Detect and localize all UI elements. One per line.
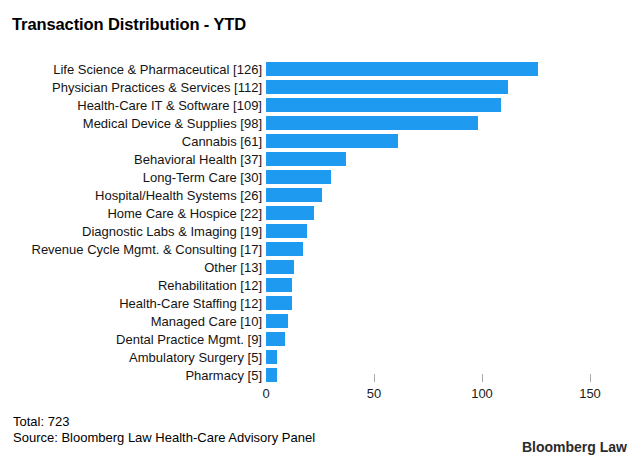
category-label: Life Science & Pharmaceutical [126] (0, 62, 262, 77)
bar (266, 152, 346, 166)
bar (266, 368, 277, 382)
chart-row: Rehabilitation [12] (0, 276, 633, 294)
bar (266, 188, 322, 202)
category-label: Dental Practice Mgmt. [9] (0, 332, 262, 347)
chart-row: Pharmacy [5] (0, 366, 633, 384)
chart-row: Cannabis [61] (0, 132, 633, 150)
category-label: Physician Practices & Services [112] (0, 80, 262, 95)
bar (266, 98, 501, 112)
category-label: Home Care & Hospice [22] (0, 206, 262, 221)
chart-row: Hospital/Health Systems [26] (0, 186, 633, 204)
chart-row: Medical Device & Supplies [98] (0, 114, 633, 132)
chart-row: Diagnostic Labs & Imaging [19] (0, 222, 633, 240)
bar (266, 224, 307, 238)
bar (266, 350, 277, 364)
bar (266, 80, 508, 94)
chart-row: Health-Care Staffing [12] (0, 294, 633, 312)
bar (266, 206, 314, 220)
bar-chart: Life Science & Pharmaceutical [126] Physi… (0, 60, 633, 384)
chart-row: Managed Care [10] (0, 312, 633, 330)
category-label: Health-Care Staffing [12] (0, 296, 262, 311)
x-axis: 0 50 100 150 (0, 384, 633, 406)
chart-row: Long-Term Care [30] (0, 168, 633, 186)
bloomberg-law-logo: Bloomberg Law (522, 439, 627, 455)
bar (266, 242, 303, 256)
category-label: Revenue Cycle Mgmt. & Consulting [17] (0, 242, 262, 257)
bar (266, 260, 294, 274)
chart-row: Behavioral Health [37] (0, 150, 633, 168)
category-label: Long-Term Care [30] (0, 170, 262, 185)
category-label: Cannabis [61] (0, 134, 262, 149)
bar (266, 314, 288, 328)
bar (266, 170, 331, 184)
bar (266, 296, 292, 310)
category-label: Managed Care [10] (0, 314, 262, 329)
category-label: Other [13] (0, 260, 262, 275)
bar (266, 134, 398, 148)
category-label: Ambulatory Surgery [5] (0, 350, 262, 365)
bar (266, 278, 292, 292)
category-label: Health-Care IT & Software [109] (0, 98, 262, 113)
category-label: Rehabilitation [12] (0, 278, 262, 293)
axis-tick-label: 0 (262, 386, 269, 401)
total-label: Total: 723 (13, 414, 315, 430)
category-label: Medical Device & Supplies [98] (0, 116, 262, 131)
bar (266, 62, 538, 76)
axis-tick-label: 100 (471, 386, 493, 401)
chart-row: Revenue Cycle Mgmt. & Consulting [17] (0, 240, 633, 258)
bar (266, 332, 285, 346)
axis-tick-label: 50 (367, 386, 381, 401)
chart-row: Other [13] (0, 258, 633, 276)
source-label: Source: Bloomberg Law Health-Care Adviso… (13, 430, 315, 446)
chart-row: Ambulatory Surgery [5] (0, 348, 633, 366)
bar (266, 116, 478, 130)
category-label: Pharmacy [5] (0, 368, 262, 383)
chart-row: Life Science & Pharmaceutical [126] (0, 60, 633, 78)
axis-tick-mark (482, 374, 483, 382)
category-label: Diagnostic Labs & Imaging [19] (0, 224, 262, 239)
category-label: Hospital/Health Systems [26] (0, 188, 262, 203)
chart-row: Health-Care IT & Software [109] (0, 96, 633, 114)
chart-footer: Total: 723 Source: Bloomberg Law Health-… (13, 414, 315, 446)
chart-row: Physician Practices & Services [112] (0, 78, 633, 96)
chart-row: Home Care & Hospice [22] (0, 204, 633, 222)
category-label: Behavioral Health [37] (0, 152, 262, 167)
chart-title: Transaction Distribution - YTD (12, 15, 246, 34)
axis-tick-mark (590, 374, 591, 382)
axis-tick-mark (374, 374, 375, 382)
axis-tick-label: 150 (579, 386, 601, 401)
chart-row: Dental Practice Mgmt. [9] (0, 330, 633, 348)
